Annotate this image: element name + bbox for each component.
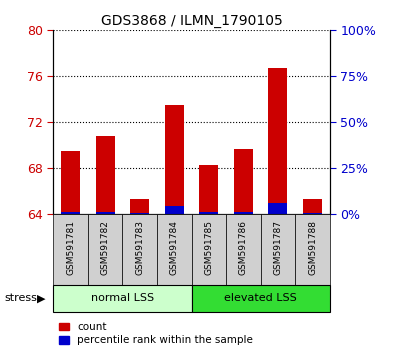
FancyBboxPatch shape — [226, 214, 261, 285]
Bar — [303, 199, 322, 214]
Bar — [234, 212, 253, 214]
FancyBboxPatch shape — [157, 214, 192, 285]
Text: stress: stress — [4, 293, 37, 303]
FancyBboxPatch shape — [122, 214, 157, 285]
Bar — [269, 68, 288, 214]
FancyBboxPatch shape — [53, 285, 192, 312]
Bar — [130, 199, 149, 214]
FancyBboxPatch shape — [53, 214, 88, 285]
Title: GDS3868 / ILMN_1790105: GDS3868 / ILMN_1790105 — [101, 14, 282, 28]
Text: GSM591786: GSM591786 — [239, 220, 248, 275]
FancyBboxPatch shape — [192, 214, 226, 285]
Text: GSM591781: GSM591781 — [66, 220, 75, 275]
Text: GSM591784: GSM591784 — [170, 220, 179, 275]
Bar — [165, 105, 184, 214]
Text: GSM591785: GSM591785 — [204, 220, 213, 275]
Text: ▶: ▶ — [37, 293, 45, 303]
Text: GSM591783: GSM591783 — [135, 220, 144, 275]
Text: GSM591782: GSM591782 — [101, 220, 110, 275]
Bar — [234, 149, 253, 214]
Bar — [130, 213, 149, 214]
FancyBboxPatch shape — [88, 214, 122, 285]
FancyBboxPatch shape — [295, 214, 330, 285]
Text: GSM591788: GSM591788 — [308, 220, 317, 275]
Text: normal LSS: normal LSS — [91, 293, 154, 303]
Bar — [269, 202, 288, 214]
Bar — [96, 212, 115, 214]
FancyBboxPatch shape — [192, 285, 330, 312]
Bar — [61, 212, 80, 214]
Bar — [199, 212, 218, 214]
Text: GSM591787: GSM591787 — [273, 220, 282, 275]
Bar — [165, 206, 184, 214]
Bar — [303, 213, 322, 214]
Bar — [96, 136, 115, 214]
FancyBboxPatch shape — [261, 214, 295, 285]
Text: elevated LSS: elevated LSS — [224, 293, 297, 303]
Bar — [199, 165, 218, 214]
Bar — [61, 151, 80, 214]
Legend: count, percentile rank within the sample: count, percentile rank within the sample — [58, 322, 253, 345]
